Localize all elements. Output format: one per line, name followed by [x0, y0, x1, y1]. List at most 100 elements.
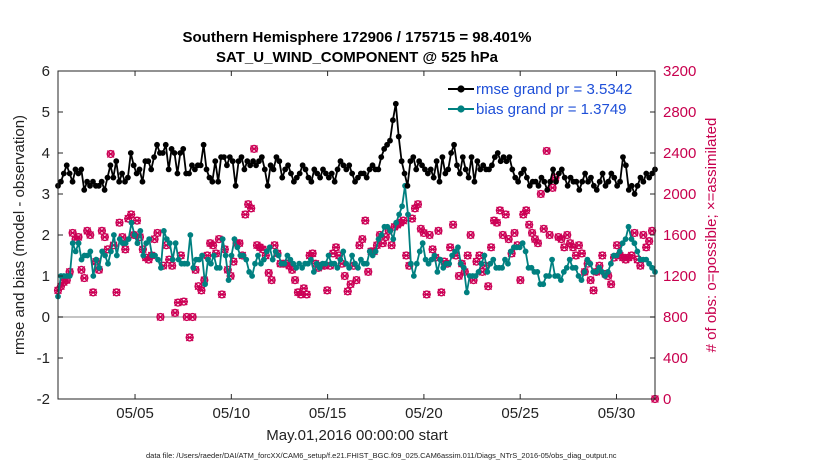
obs-assimilated-point — [340, 272, 349, 280]
bias-point — [572, 264, 579, 271]
legend-rmse-marker — [457, 85, 465, 93]
bias-point — [131, 232, 138, 238]
bias-point — [458, 260, 464, 267]
bias-point — [275, 252, 282, 259]
y-tick-label: 4 — [42, 145, 50, 162]
obs-assimilated-point — [247, 204, 256, 213]
rmse-point — [413, 166, 420, 173]
rmse-point — [564, 182, 571, 189]
rmse-point — [270, 166, 277, 173]
bias-point — [243, 256, 250, 263]
bias-point — [507, 248, 514, 255]
legend-rmse-label: rmse grand pr = 3.5342 — [476, 81, 632, 98]
bias-point — [102, 252, 108, 259]
bias-point — [308, 256, 314, 263]
obs-assimilated-point — [217, 290, 226, 299]
bias-point — [408, 260, 414, 267]
rmse-point — [98, 178, 105, 185]
rmse-point — [518, 170, 524, 177]
rmse-point — [375, 166, 382, 173]
rmse-point — [241, 166, 248, 173]
bias-point — [331, 260, 338, 267]
bias-point — [110, 232, 117, 238]
obs-assimilated-point — [416, 224, 425, 233]
bias-point — [446, 260, 453, 267]
rmse-point — [305, 174, 312, 181]
rmse-point — [191, 166, 198, 173]
bias-point — [599, 269, 605, 275]
rmse-point — [439, 154, 446, 161]
y2-tick-label: 1200 — [663, 268, 696, 285]
obs-assimilated-point — [86, 231, 95, 239]
rmse-point — [448, 150, 455, 156]
rmse-point — [387, 137, 393, 144]
bias-point — [169, 256, 176, 263]
obs-assimilated-point — [179, 297, 188, 306]
y2-tick-label: 2000 — [663, 186, 696, 203]
obs-assimilated-point — [510, 229, 519, 237]
bias-point — [160, 228, 167, 234]
bias-point — [437, 256, 444, 263]
obs-assimilated-point — [112, 288, 121, 297]
obs-assimilated-point — [168, 261, 177, 270]
rmse-point — [436, 178, 443, 185]
rmse-point — [494, 150, 501, 156]
rmse-point — [454, 162, 460, 169]
bias-point — [90, 273, 97, 279]
rmse-point — [433, 158, 440, 165]
rmse-point — [573, 178, 580, 185]
rmse-point — [235, 158, 242, 165]
obs-assimilated-point — [387, 241, 396, 250]
bias-point — [463, 289, 470, 296]
bias-point — [449, 252, 455, 259]
obs-assimilated-point — [106, 150, 115, 158]
bias-point — [66, 273, 73, 279]
bias-point — [410, 273, 417, 279]
bias-point — [196, 256, 203, 263]
bias-point — [519, 240, 526, 247]
y-tick-label: 1 — [42, 268, 50, 285]
rmse-point — [646, 174, 653, 181]
bias-point — [143, 240, 150, 247]
rmse-point — [480, 162, 487, 169]
bias-point — [375, 236, 382, 243]
obs-assimilated-point — [194, 282, 203, 291]
rmse-point — [328, 170, 335, 177]
bias-point — [499, 264, 505, 271]
bias-point — [234, 244, 241, 251]
rmse-point — [523, 174, 530, 181]
bias-point — [78, 256, 85, 263]
rmse-point — [116, 178, 123, 185]
bias-point — [140, 252, 147, 259]
obs-assimilated-point — [519, 210, 528, 219]
rmse-point — [567, 174, 574, 181]
rmse-point — [555, 170, 562, 177]
bias-point — [490, 256, 497, 263]
rmse-point — [95, 182, 102, 189]
rmse-point — [547, 178, 554, 185]
bias-point — [346, 264, 353, 271]
rmse-point — [250, 158, 257, 165]
rmse-point — [381, 146, 388, 152]
rmse-point — [491, 154, 498, 161]
bias-point — [284, 252, 291, 259]
bias-point — [387, 228, 394, 234]
obs-assimilated-point — [501, 210, 510, 219]
obs-assimilated-point — [171, 309, 180, 317]
obs-assimilated-point — [399, 216, 408, 225]
y-axis-label: rmse and bias (model - observation) — [11, 115, 28, 355]
bias-point — [516, 244, 523, 251]
bias-point — [84, 252, 91, 259]
rmse-point — [212, 158, 219, 165]
bias-point — [116, 236, 123, 243]
rmse-point — [390, 117, 396, 124]
rmse-point — [285, 162, 291, 169]
bias-point — [316, 264, 323, 271]
rmse-point — [256, 158, 262, 165]
rmse-point — [599, 170, 606, 177]
y2-axis-label: # of obs: o=possible; ×=assimilated — [703, 118, 720, 353]
y2-tick-label: 2400 — [663, 145, 696, 162]
obs-assimilated-point — [598, 251, 607, 260]
rmse-point — [585, 178, 591, 185]
bias-point — [455, 244, 461, 251]
